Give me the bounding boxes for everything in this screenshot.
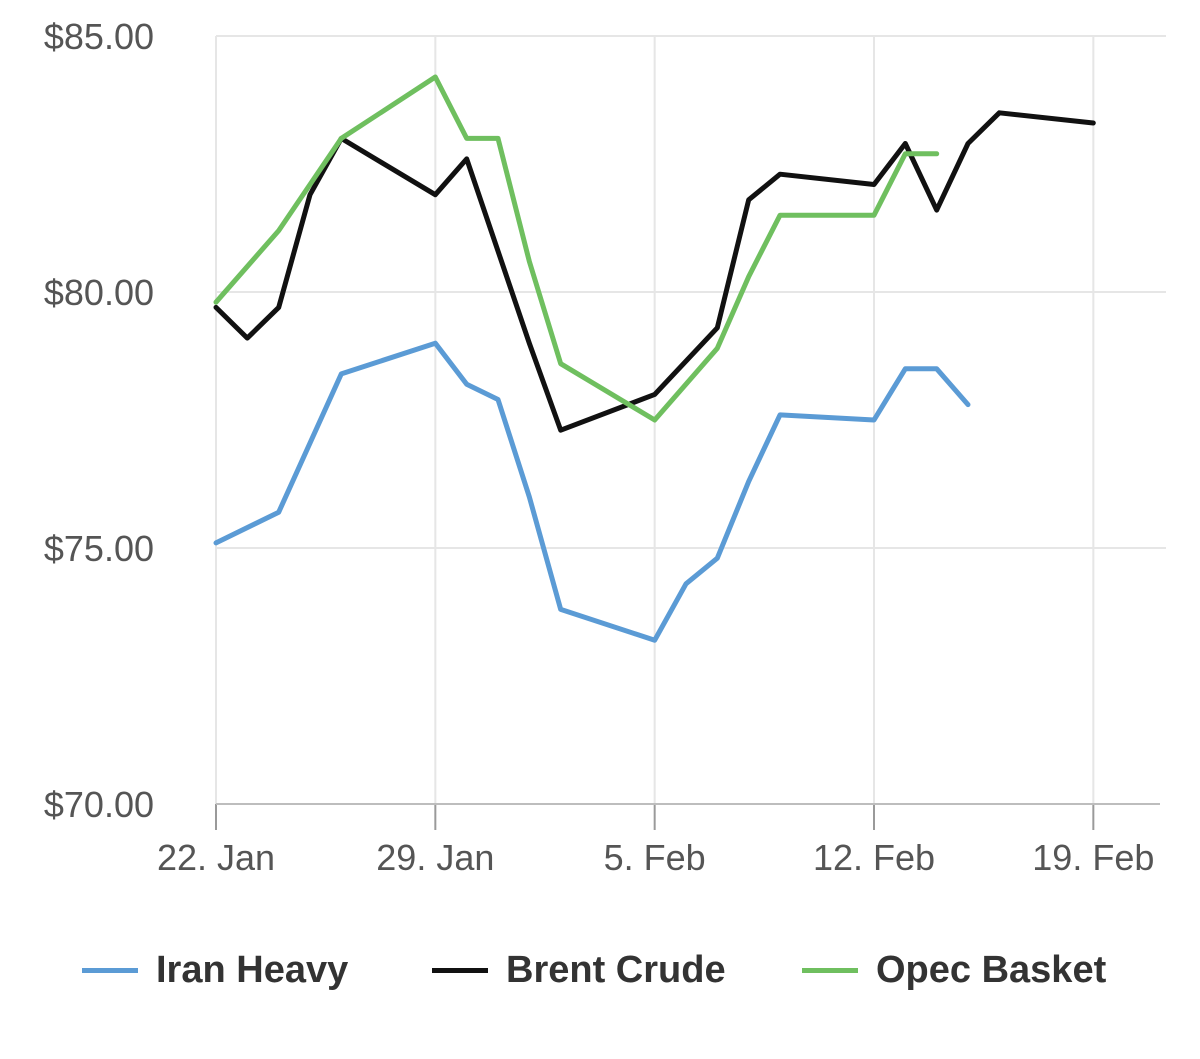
legend-item-opec-basket[interactable]: Opec Basket (802, 935, 1106, 1005)
x-axis (215, 803, 1160, 830)
series-line-opec-basket[interactable] (213, 74, 940, 423)
x-tick-label-19-feb: 19. Feb (1032, 837, 1154, 878)
legend-item-brent-crude[interactable]: Brent Crude (432, 935, 726, 1005)
legend-item-iran-heavy[interactable]: Iran Heavy (82, 935, 348, 1005)
y-tick-label-75-00: $75.00 (44, 528, 154, 569)
x-tick-label-12-feb: 12. Feb (813, 837, 935, 878)
series-line-brent-crude[interactable] (213, 110, 1096, 433)
legend-label-opec-basket: Opec Basket (876, 948, 1107, 991)
x-tick-label-22-jan: 22. Jan (157, 837, 275, 878)
legend-swatch-opec-basket (802, 967, 858, 973)
legend-label-brent-crude: Brent Crude (506, 948, 726, 991)
y-tick-label-85-00: $85.00 (44, 16, 154, 57)
legend: Iran Heavy Brent Crude Opec Basket (0, 935, 1200, 1005)
legend-label-iran-heavy: Iran Heavy (156, 948, 349, 991)
series-line-iran-heavy[interactable] (213, 340, 971, 643)
y-axis-labels: $70.00 $75.00 $80.00 $85.00 (44, 16, 154, 825)
line-chart: $70.00 $75.00 $80.00 $85.00 22. Jan 29. Jan 5… (44, 16, 1166, 878)
y-tick-label-80-00: $80.00 (44, 272, 154, 313)
series-lines (213, 74, 1096, 643)
legend-swatch-brent-crude (432, 967, 488, 973)
x-tick-label-5-feb: 5. Feb (604, 837, 706, 878)
legend-swatch-iran-heavy (82, 967, 138, 973)
y-tick-label-70-00: $70.00 (44, 784, 154, 825)
x-tick-label-29-jan: 29. Jan (376, 837, 494, 878)
x-axis-labels: 22. Jan 29. Jan 5. Feb 12. Feb 19. Feb (157, 837, 1154, 878)
